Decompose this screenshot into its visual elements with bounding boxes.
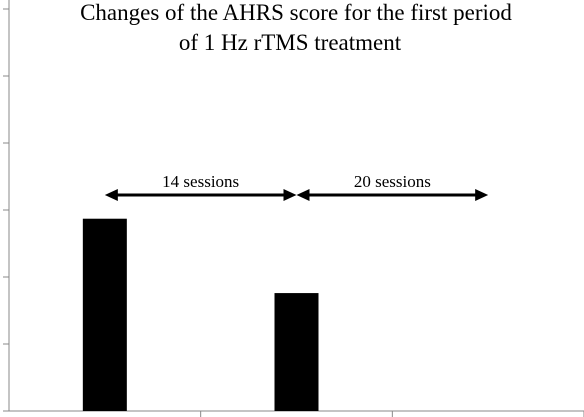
bar-1 bbox=[274, 293, 319, 411]
session-arrow-0 bbox=[104, 189, 297, 201]
session-label-0: 14 sessions bbox=[162, 172, 239, 191]
session-arrow-1 bbox=[296, 189, 489, 201]
chart-title-line-2: of 1 Hz rTMS treatment bbox=[179, 30, 402, 55]
session-label-1: 20 sessions bbox=[354, 172, 431, 191]
bar-0 bbox=[82, 218, 127, 411]
chart-title-line-1: Changes of the AHRS score for the first … bbox=[80, 0, 512, 25]
